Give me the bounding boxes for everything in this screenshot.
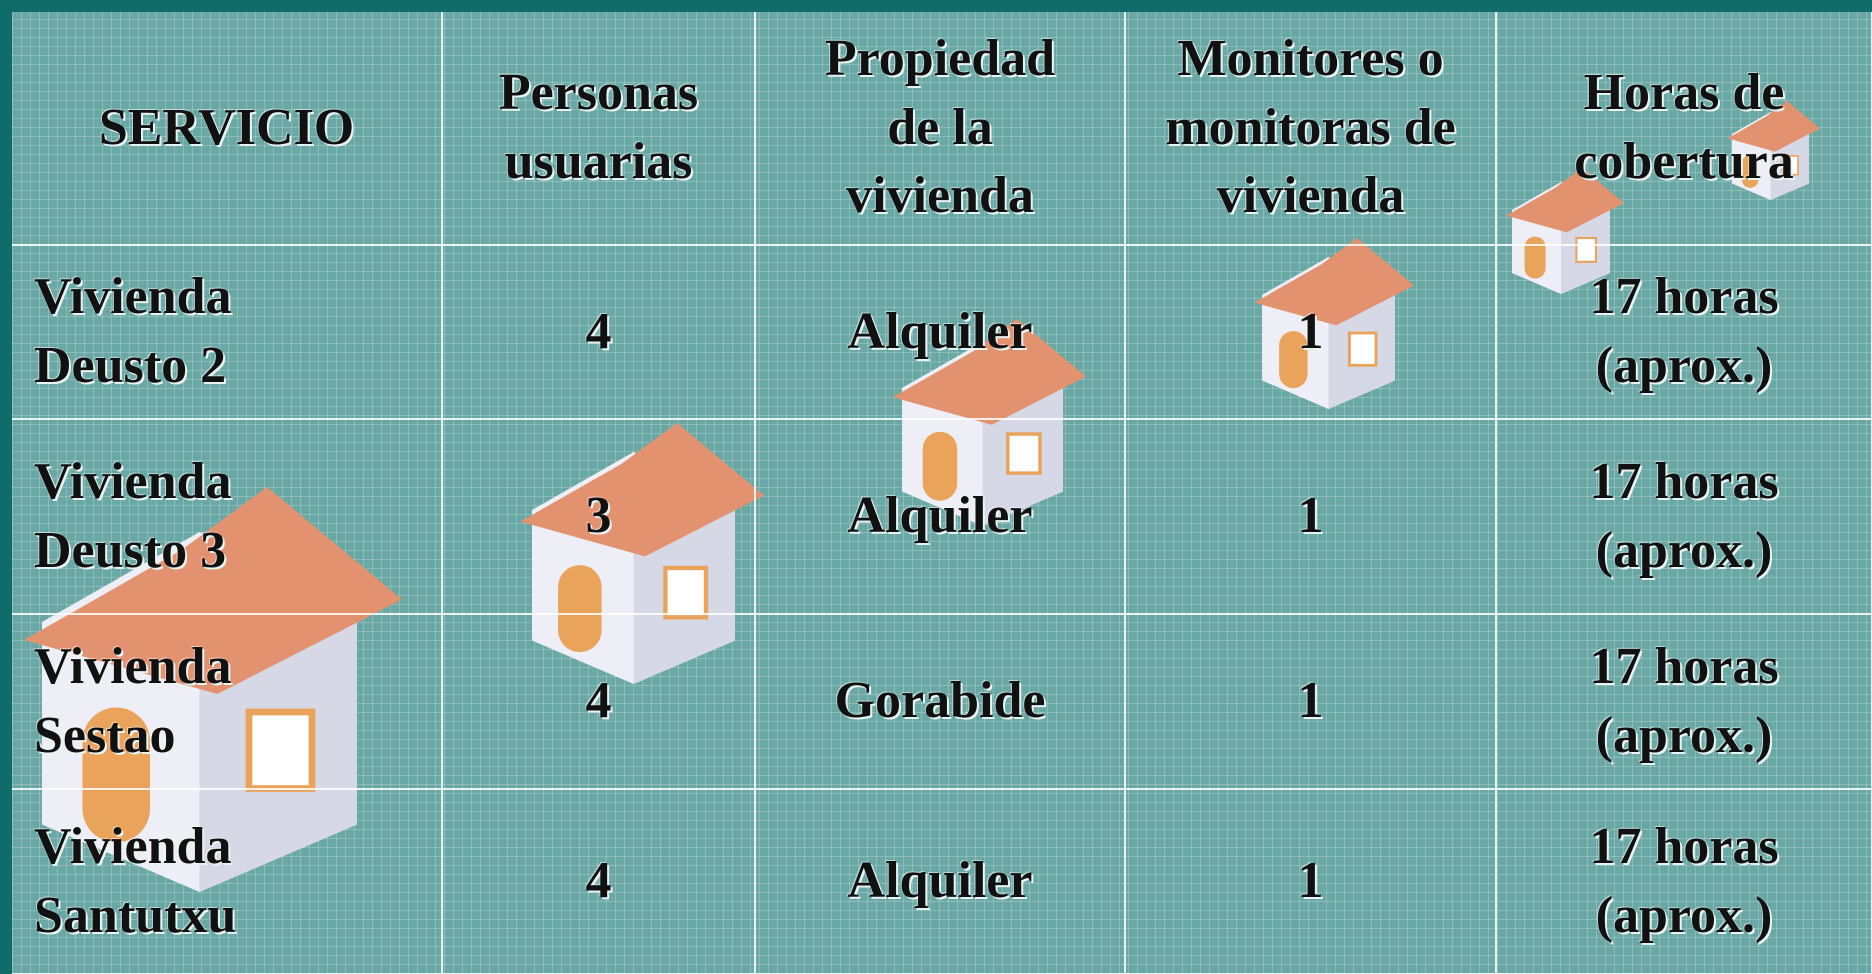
cell-text: (aprox.) — [1595, 521, 1773, 579]
cell-text: Vivienda — [34, 637, 232, 695]
slide: SERVICIO Personas usuarias Propiedad de la vi… — [12, 12, 1872, 974]
table-cell: 4 — [441, 613, 756, 790]
table-row: Vivienda Deusto 2 4 Alquiler 1 17 horas (aprox… — [12, 244, 1872, 420]
cell-text: Alquiler — [847, 487, 1033, 545]
cell-text: 1 — [1297, 487, 1324, 545]
cell-text: 17 horas — [1589, 452, 1779, 510]
cell-text: Monitores o — [1177, 30, 1444, 88]
table-cell: 1 — [1124, 788, 1497, 974]
table-cell: Vivienda Deusto 2 — [12, 244, 443, 420]
header-cell: Personas usuarias — [441, 12, 756, 246]
table-row: Vivienda Deusto 3 3 Alquiler 1 17 horas (aprox… — [12, 418, 1872, 615]
cell-text: vivienda — [1216, 167, 1405, 225]
table-cell: 17 horas (aprox.) — [1495, 613, 1872, 790]
table-cell: 17 horas (aprox.) — [1495, 418, 1872, 615]
table-cell: 17 horas (aprox.) — [1495, 244, 1872, 420]
cell-text: 1 — [1297, 852, 1324, 910]
cell-text: Alquiler — [847, 302, 1033, 360]
table-cell: Alquiler — [754, 788, 1126, 974]
cell-text: Horas de — [1583, 64, 1785, 122]
cell-text: 17 horas — [1589, 268, 1779, 326]
table-cell: 17 horas (aprox.) — [1495, 788, 1872, 974]
cell-text: de la — [887, 98, 993, 156]
cell-text: SERVICIO — [98, 98, 355, 156]
table-cell: 3 — [441, 418, 756, 615]
cell-text: 17 horas — [1589, 637, 1779, 695]
cell-text: (aprox.) — [1595, 337, 1773, 394]
table-cell: 4 — [441, 788, 756, 974]
cell-text: Gorabide — [834, 672, 1046, 730]
cell-text: Vivienda — [34, 268, 232, 326]
table-cell: Alquiler — [754, 418, 1126, 615]
cell-text: Deusto 2 — [34, 337, 227, 394]
cell-text: cobertura — [1574, 133, 1794, 190]
cell-text: (aprox.) — [1595, 706, 1773, 764]
table-row: Vivienda Sestao 4 Gorabide 1 17 horas (aprox.) — [12, 613, 1872, 790]
cell-text: Propiedad — [824, 30, 1056, 88]
table-cell: 1 — [1124, 418, 1497, 615]
header-cell: Horas de cobertura — [1495, 12, 1872, 246]
cell-text: Sestao — [34, 706, 176, 764]
cell-text: Santutxu — [34, 886, 237, 944]
table-cell: 4 — [441, 244, 756, 420]
cell-text: Vivienda — [34, 817, 232, 875]
header-cell: Propiedad de la vivienda — [754, 12, 1126, 246]
cell-text: Deusto 3 — [34, 521, 227, 579]
header-row: SERVICIO Personas usuarias Propiedad de la vi… — [12, 12, 1872, 246]
cell-text: 4 — [585, 302, 612, 360]
table-cell: 1 — [1124, 613, 1497, 790]
cell-text: Vivienda — [34, 452, 232, 510]
cell-text: usuarias — [504, 133, 693, 190]
cell-text: (aprox.) — [1595, 886, 1773, 944]
table-cell: Vivienda Sestao — [12, 613, 443, 790]
cell-text: 3 — [585, 487, 612, 545]
header-cell: SERVICIO — [12, 12, 443, 246]
services-table: SERVICIO Personas usuarias Propiedad de la vi… — [12, 12, 1872, 974]
cell-text: Personas — [498, 64, 699, 122]
table-cell: Alquiler — [754, 244, 1126, 420]
table-cell: Vivienda Deusto 3 — [12, 418, 443, 615]
table-cell: Vivienda Santutxu — [12, 788, 443, 974]
cell-text: 17 horas — [1589, 817, 1779, 875]
cell-text: 4 — [585, 672, 612, 730]
cell-text: 1 — [1297, 302, 1324, 360]
cell-text: monitoras de — [1165, 98, 1456, 156]
table-row: Vivienda Santutxu 4 Alquiler 1 17 horas (aprox… — [12, 788, 1872, 974]
header-cell: Monitores o monitoras de vivienda — [1124, 12, 1497, 246]
cell-text: vivienda — [846, 167, 1034, 225]
cell-text: Alquiler — [847, 852, 1033, 910]
cell-text: 4 — [585, 852, 612, 910]
table-cell: Gorabide — [754, 613, 1126, 790]
cell-text: 1 — [1297, 672, 1324, 730]
table-cell: 1 — [1124, 244, 1497, 420]
